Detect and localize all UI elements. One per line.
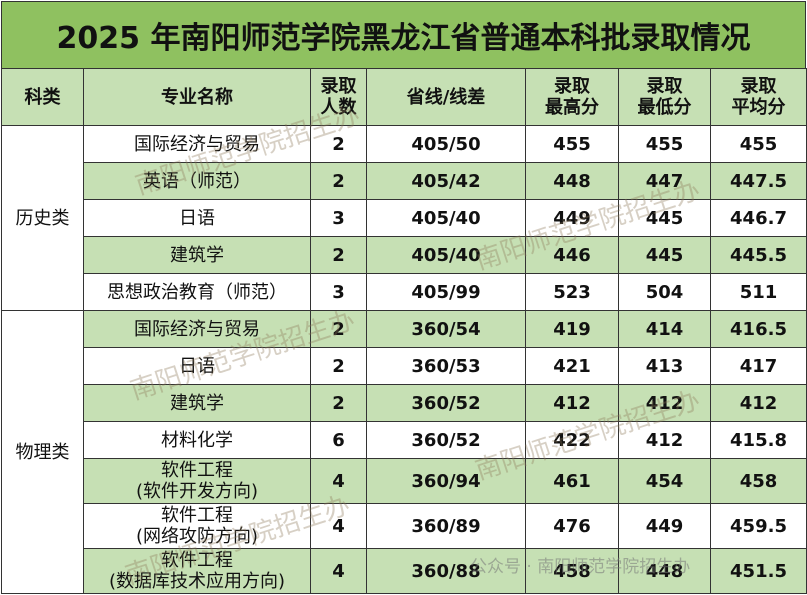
value-cell: 405/50	[366, 125, 526, 163]
value-cell: 454	[618, 458, 711, 504]
value-cell: 447	[618, 162, 711, 200]
value-cell: 4	[310, 548, 367, 594]
value-cell: 476	[525, 503, 619, 549]
value-cell: 3	[310, 273, 367, 311]
title: 2025 年南阳师范学院黑龙江省普通本科批录取情况	[1, 1, 806, 69]
table-row: 日语 3 405/40 449 445 446.7	[2, 199, 807, 237]
value-cell: 360/94	[366, 458, 526, 504]
table-row: 材料化学 6 360/52 422 412 415.8	[2, 421, 807, 459]
value-cell: 447.5	[710, 162, 807, 200]
major-cell: 日语	[83, 347, 311, 385]
table-row: 软件工程 (软件开发方向) 4 360/94 461 454 458	[2, 458, 807, 504]
major-cell: 建筑学	[83, 384, 311, 422]
value-cell: 360/52	[366, 384, 526, 422]
major-cell: 国际经济与贸易	[83, 310, 311, 348]
value-cell: 422	[525, 421, 619, 459]
value-cell: 451.5	[710, 548, 807, 594]
value-cell: 2	[310, 125, 367, 163]
value-cell: 2	[310, 310, 367, 348]
value-cell: 449	[618, 503, 711, 549]
major-cell: 英语（师范）	[83, 162, 311, 200]
header-row: 科类 专业名称 录取 人数 省线/线差 录取 最高分 录取 最低分 录取 平均分	[1, 68, 807, 126]
value-cell: 417	[710, 347, 807, 385]
major-cell: 软件工程 (网络攻防方向)	[83, 503, 311, 549]
major-cell: 日语	[83, 199, 311, 237]
value-cell: 445.5	[710, 236, 807, 274]
value-cell: 445	[618, 236, 711, 274]
footer-mark: 公众号 · 南阳师范学院招生办	[470, 557, 691, 577]
table-row: 软件工程 (数据库技术应用方向) 4 360/88 458 448 451.5	[2, 548, 807, 594]
header-cell: 录取 最低分	[618, 68, 711, 126]
value-cell: 405/99	[366, 273, 526, 311]
value-cell: 446	[525, 236, 619, 274]
value-cell: 2	[310, 384, 367, 422]
table-row: 软件工程 (网络攻防方向) 4 360/89 476 449 459.5	[2, 503, 807, 549]
value-cell: 455	[710, 125, 807, 163]
value-cell: 412	[618, 384, 711, 422]
value-cell: 448	[618, 548, 711, 594]
value-cell: 523	[525, 273, 619, 311]
value-cell: 449	[525, 199, 619, 237]
value-cell: 360/53	[366, 347, 526, 385]
value-cell: 459.5	[710, 503, 807, 549]
value-cell: 413	[618, 347, 711, 385]
header-cell: 录取 人数	[310, 68, 367, 126]
value-cell: 412	[525, 384, 619, 422]
table-row: 历史类 国际经济与贸易 2 405/50 455 455 455	[1, 125, 807, 311]
value-cell: 448	[525, 162, 619, 200]
header-cell: 录取 平均分	[710, 68, 807, 126]
value-cell: 416.5	[710, 310, 807, 348]
value-cell: 360/88	[366, 548, 526, 594]
value-cell: 405/42	[366, 162, 526, 200]
value-cell: 419	[525, 310, 619, 348]
value-cell: 2	[310, 236, 367, 274]
major-cell: 建筑学	[83, 236, 311, 274]
value-cell: 458	[525, 548, 619, 594]
table-row: 日语 2 360/53 421 413 417	[2, 347, 807, 385]
value-cell: 412	[710, 384, 807, 422]
header-cell: 省线/线差	[366, 68, 526, 126]
value-cell: 458	[710, 458, 807, 504]
table-row: 思想政治教育（师范） 3 405/99 523 504 511	[2, 273, 807, 311]
major-cell: 思想政治教育（师范）	[83, 273, 311, 311]
major-cell: 软件工程 (软件开发方向)	[83, 458, 311, 504]
value-cell: 4	[310, 458, 367, 504]
value-cell: 2	[310, 162, 367, 200]
table-row: 建筑学 2 360/52 412 412 412	[2, 384, 807, 422]
value-cell: 6	[310, 421, 367, 459]
value-cell: 360/52	[366, 421, 526, 459]
value-cell: 412	[618, 421, 711, 459]
value-cell: 421	[525, 347, 619, 385]
category-cell: 物理类	[1, 310, 84, 594]
table-row: 物理类 国际经济与贸易 2 360/54 419 414 416.5	[1, 310, 807, 594]
value-cell: 3	[310, 199, 367, 237]
value-cell: 445	[618, 199, 711, 237]
header-cell: 科类	[1, 68, 84, 126]
header-cell: 专业名称	[83, 68, 311, 126]
table-row: 建筑学 2 405/40 446 445 445.5	[2, 236, 807, 274]
table: 科类 专业名称 录取 人数 省线/线差 录取 最高分 录取 最低分 录取 平均分 历史类 国际…	[1, 68, 807, 594]
value-cell: 405/40	[366, 199, 526, 237]
value-cell: 455	[525, 125, 619, 163]
value-cell: 504	[618, 273, 711, 311]
major-cell: 材料化学	[83, 421, 311, 459]
major-cell: 软件工程 (数据库技术应用方向)	[83, 548, 311, 594]
value-cell: 4	[310, 503, 367, 549]
value-cell: 2	[310, 347, 367, 385]
table-row: 英语（师范） 2 405/42 448 447 447.5	[2, 162, 807, 200]
value-cell: 455	[618, 125, 711, 163]
category-cell: 历史类	[1, 125, 84, 311]
major-cell: 国际经济与贸易	[83, 125, 311, 163]
header-cell: 录取 最高分	[525, 68, 619, 126]
value-cell: 360/54	[366, 310, 526, 348]
value-cell: 511	[710, 273, 807, 311]
value-cell: 414	[618, 310, 711, 348]
value-cell: 461	[525, 458, 619, 504]
value-cell: 446.7	[710, 199, 807, 237]
value-cell: 360/89	[366, 503, 526, 549]
value-cell: 405/40	[366, 236, 526, 274]
value-cell: 415.8	[710, 421, 807, 459]
